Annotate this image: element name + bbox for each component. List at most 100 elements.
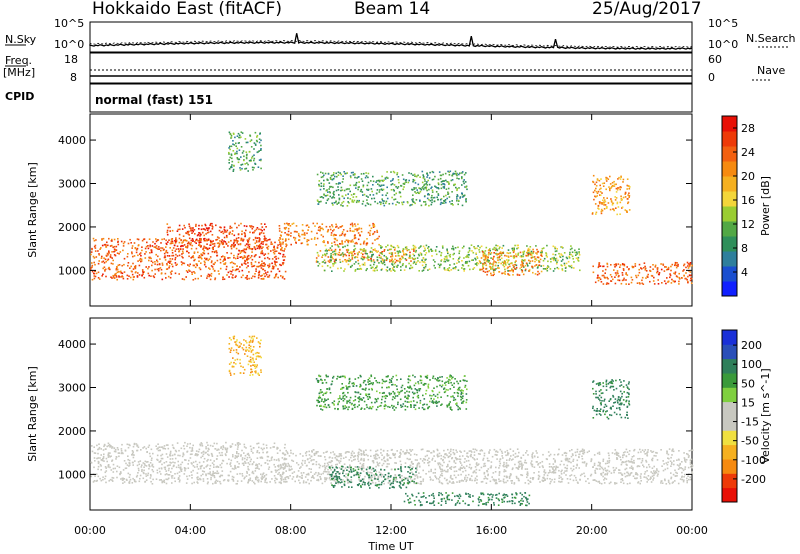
velocity-echo-cell: [187, 463, 189, 465]
power-echo-cell: [503, 260, 506, 263]
power-echo-cell: [123, 263, 125, 266]
power-echo-cell: [158, 263, 161, 265]
velocity-echo-cell: [146, 461, 148, 463]
power-echo-cell: [538, 264, 541, 266]
power-echo-cell: [235, 142, 237, 145]
power-echo-cell: [175, 264, 177, 266]
power-echo-cell: [595, 190, 598, 193]
velocity-echo-cell: [274, 477, 277, 479]
power-echo-cell: [241, 167, 243, 170]
power-echo-cell: [447, 191, 449, 194]
power-echo-cell: [151, 245, 154, 247]
power-echo-cell: [627, 185, 630, 187]
velocity-echo-cell: [628, 450, 631, 452]
power-echo-cell: [536, 253, 538, 255]
velocity-echo-cell: [410, 461, 413, 464]
power-echo-cell: [636, 282, 639, 284]
velocity-echo-cell: [380, 448, 382, 451]
velocity-echo-cell: [684, 468, 686, 470]
velocity-echo-cell: [278, 471, 280, 474]
power-echo-cell: [192, 239, 194, 242]
power-echo-cell: [490, 267, 492, 269]
power-echo-cell: [245, 248, 247, 251]
power-echo-cell: [376, 251, 378, 253]
velocity-echo-cell: [129, 478, 132, 481]
velocity-echo-cell: [406, 457, 409, 460]
power-echo-cell: [465, 198, 467, 200]
power-echo-cell: [155, 240, 158, 243]
power-echo-cell: [630, 276, 633, 279]
power-echo-cell: [461, 192, 463, 195]
power-echo-cell: [637, 274, 640, 277]
power-echo-cell: [634, 265, 637, 267]
power-echo-cell: [230, 247, 233, 250]
velocity-echo-cell: [205, 473, 207, 475]
power-echo-cell: [249, 231, 251, 234]
power-echo-cell: [626, 198, 629, 200]
power-echo-cell: [151, 264, 153, 267]
velocity-echo-cell: [122, 482, 124, 484]
power-echo-cell: [415, 261, 418, 264]
velocity-echo-cell: [106, 445, 108, 448]
velocity-echo-cell: [621, 474, 624, 476]
velocity-echo-cell: [544, 478, 546, 480]
power-echo-cell: [418, 192, 421, 195]
power-echo-cell: [626, 274, 629, 276]
power-echo-cell: [302, 233, 305, 236]
power-echo-cell: [360, 257, 363, 260]
power-echo-cell: [609, 183, 612, 185]
power-echo-cell: [353, 245, 356, 247]
power-echo-cell: [425, 203, 427, 205]
power-echo-cell: [272, 249, 274, 251]
velocity-echo-cell: [653, 454, 655, 457]
velocity-echo-cell: [357, 456, 359, 458]
power-echo-cell: [523, 250, 526, 253]
velocity-echo-cell: [503, 469, 506, 471]
velocity-echo-cell: [657, 470, 660, 473]
velocity-echo-cell: [438, 455, 440, 457]
power-echo-cell: [351, 251, 354, 253]
power-echo-cell: [393, 249, 396, 251]
power-echo-cell: [446, 269, 448, 271]
velocity-echo-cell: [415, 474, 418, 476]
power-echo-cell: [200, 228, 203, 231]
power-echo-cell: [211, 250, 214, 253]
power-echo-cell: [333, 190, 335, 193]
power-echo-cell: [284, 240, 287, 242]
velocity-echo-cell: [441, 472, 443, 475]
power-echo-cell: [240, 251, 243, 253]
velocity-echo-cell: [428, 450, 430, 453]
velocity-echo-cell: [108, 443, 111, 446]
velocity-echo-cell: [261, 457, 264, 459]
velocity-echo-cell: [99, 477, 101, 480]
power-echo-cell: [426, 176, 428, 178]
power-echo-cell: [568, 265, 570, 267]
power-echo-cell: [341, 243, 344, 245]
velocity-echo-cell: [483, 472, 486, 475]
power-echo-cell: [118, 275, 120, 277]
power-echo-cell: [452, 248, 455, 251]
power-echo-cell: [237, 132, 240, 135]
power-echo-cell: [408, 262, 410, 265]
power-echo-cell: [149, 244, 151, 247]
power-echo-cell: [689, 279, 692, 282]
power-echo-cell: [635, 276, 638, 279]
power-echo-cell: [480, 257, 483, 259]
power-echo-cell: [161, 262, 164, 265]
power-echo-cell: [424, 259, 426, 261]
power-echo-cell: [245, 154, 248, 157]
velocity-echo-cell: [251, 463, 254, 466]
velocity-echo-cell: [239, 443, 241, 445]
power-echo-cell: [216, 236, 219, 238]
power-echo-cell: [422, 177, 425, 179]
power-echo-cell: [448, 174, 451, 176]
power-echo-cell: [482, 267, 485, 270]
power-echo-cell: [628, 283, 630, 285]
power-echo-cell: [599, 194, 602, 196]
power-echo-cell: [260, 232, 263, 234]
velocity-echo-cell: [99, 457, 101, 459]
velocity-echo-cell: [434, 475, 436, 477]
velocity-echo-cell: [107, 444, 110, 447]
velocity-echo-cell: [475, 471, 477, 474]
power-echo-cell: [313, 238, 316, 240]
